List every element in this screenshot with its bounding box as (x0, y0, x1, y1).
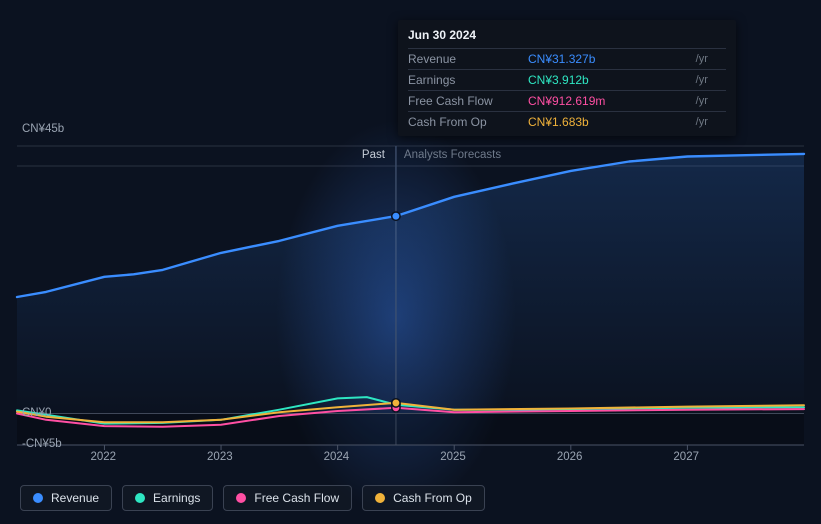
legend-dot-icon (236, 493, 246, 503)
tooltip-row-label: Free Cash Flow (408, 91, 528, 112)
section-label-forecast: Analysts Forecasts (404, 149, 501, 161)
legend-item-label: Earnings (153, 491, 200, 505)
tooltip-row-unit: /yr (692, 91, 726, 112)
legend-item-cfo[interactable]: Cash From Op (362, 485, 485, 511)
legend-item-earnings[interactable]: Earnings (122, 485, 213, 511)
x-axis-label: 2026 (557, 451, 583, 463)
tooltip-row: RevenueCN¥31.327b/yr (408, 49, 726, 70)
legend-item-fcf[interactable]: Free Cash Flow (223, 485, 352, 511)
tooltip-row-unit: /yr (692, 70, 726, 91)
chart-tooltip: Jun 30 2024 RevenueCN¥31.327b/yrEarnings… (398, 20, 736, 136)
chart-legend: Revenue Earnings Free Cash Flow Cash From O… (20, 485, 485, 511)
tooltip-row-label: Earnings (408, 70, 528, 91)
tooltip-row-label: Cash From Op (408, 112, 528, 133)
legend-dot-icon (135, 493, 145, 503)
legend-item-label: Free Cash Flow (254, 491, 339, 505)
tooltip-row-value: CN¥1.683b (528, 112, 692, 133)
y-axis-label: CN¥45b (22, 123, 64, 135)
tooltip-row-unit: /yr (692, 112, 726, 133)
tooltip-row-unit: /yr (692, 49, 726, 70)
legend-dot-icon (33, 493, 43, 503)
tooltip-row-value: CN¥31.327b (528, 49, 692, 70)
x-axis-label: 2027 (673, 451, 699, 463)
tooltip-date: Jun 30 2024 (408, 28, 726, 42)
x-axis-label: 2025 (440, 451, 466, 463)
tooltip-row: Cash From OpCN¥1.683b/yr (408, 112, 726, 133)
x-axis-label: 2023 (207, 451, 233, 463)
legend-item-label: Revenue (51, 491, 99, 505)
y-axis-label: CN¥0 (22, 407, 51, 419)
section-label-past: Past (362, 149, 385, 161)
tooltip-row-value: CN¥3.912b (528, 70, 692, 91)
y-axis-label: -CN¥5b (22, 438, 62, 450)
tooltip-row: Free Cash FlowCN¥912.619m/yr (408, 91, 726, 112)
x-axis-label: 2022 (90, 451, 116, 463)
legend-item-label: Cash From Op (393, 491, 472, 505)
legend-dot-icon (375, 493, 385, 503)
tooltip-row-value: CN¥912.619m (528, 91, 692, 112)
tooltip-row-label: Revenue (408, 49, 528, 70)
tooltip-row: EarningsCN¥3.912b/yr (408, 70, 726, 91)
legend-item-revenue[interactable]: Revenue (20, 485, 112, 511)
x-axis-label: 2024 (324, 451, 350, 463)
